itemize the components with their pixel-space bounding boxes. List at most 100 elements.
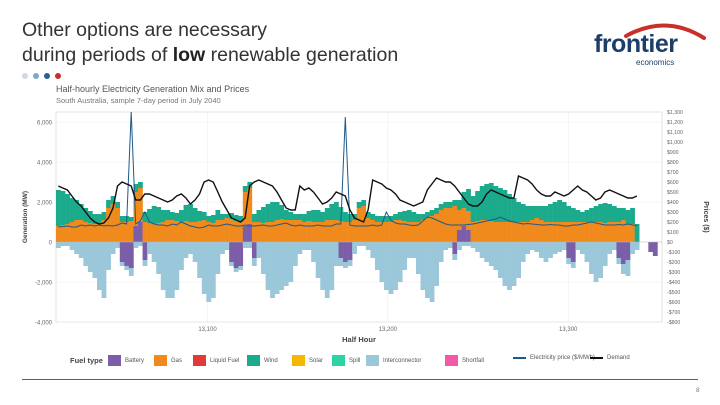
bar-interconnector [156,242,162,274]
bar-interconnector [343,262,348,268]
bar-interconnector [456,242,462,250]
bar-gas [534,218,540,242]
bar-battery [620,242,626,264]
bar-gas [87,223,93,242]
bar-wind [529,206,535,220]
legend-item: Gas [154,355,182,366]
y2-tick-label: $400 [667,200,679,206]
bar-wind [452,200,458,206]
bar-battery [251,242,257,258]
bar-wind [525,206,531,222]
bar-gas [110,204,116,242]
bar-gas [160,222,166,242]
bar-battery [570,242,576,262]
footer-rule [22,379,698,380]
bar-wind [397,212,403,220]
bar-interconnector [493,242,499,270]
y-tick-label: 6,000 [37,121,53,127]
bar-interconnector [616,258,622,264]
progress-dot [55,73,61,79]
bar-gas [475,221,480,242]
bar-battery [452,242,458,254]
bar-interconnector [511,242,517,286]
bar-wind [97,214,102,223]
bar-wind [593,206,599,222]
bar-interconnector [479,242,485,258]
bar-interconnector [288,242,294,282]
legend-label: Gas [171,357,183,364]
bar-gas [415,222,421,242]
legend-swatch [513,357,526,359]
x-tick-label: 13,300 [559,327,578,333]
bar-wind [183,205,189,221]
bar-wind [425,212,430,218]
bar-gas [311,222,316,242]
bar-wind [579,212,585,222]
legend-item: Battery [108,355,144,366]
y2-tick-label: -$200 [667,260,680,266]
bar-interconnector [461,242,467,246]
logo-swoosh-icon [624,23,706,40]
y2-tick-label: $800 [667,160,679,166]
bar-wind [60,191,66,225]
bar-gas [201,220,207,242]
bar-interconnector [78,242,84,258]
bar-gas [229,219,234,242]
bar-gas [598,222,604,242]
bar-gas [584,222,590,242]
bar-interconnector [411,242,417,258]
bar-wind [169,212,175,220]
bar-battery [566,242,572,258]
legend-label: Interconnector [383,357,422,364]
bar-wind [470,196,476,222]
bar-battery [347,242,353,260]
bar-gas [192,222,198,242]
bar-interconnector [69,242,75,250]
bar-interconnector [92,242,98,278]
bar-wind [589,208,594,222]
bar-interconnector [402,242,408,270]
bar-wind [311,210,316,222]
bar-battery [247,224,253,242]
y2-tick-label: $100 [667,230,679,236]
bar-interconnector [110,242,116,254]
bar-wind [215,210,221,220]
bar-interconnector [520,242,526,262]
bar-gas [119,222,125,242]
bar-gas [302,222,307,242]
bar-gas [548,222,553,242]
bar-interconnector [97,242,102,290]
bar-gas [151,224,157,242]
bar-wind [443,202,449,208]
bar-gas [333,220,339,242]
bar-wind [361,200,367,206]
progress-dot [33,73,39,79]
legend-item: Shortfall [445,355,484,366]
y-tick-label: -2,000 [35,281,53,287]
bar-gas [479,220,485,242]
bar-interconnector [106,242,111,270]
bar-interconnector [384,242,389,290]
bar-gas [206,222,212,242]
bar-wind [534,206,540,218]
bar-wind [106,200,111,208]
bar-gas [379,222,385,242]
bar-interconnector [333,242,339,266]
bar-interconnector [65,242,70,246]
legend-item: Liquid Fuel [193,355,239,366]
bar-interconnector [124,266,130,270]
bar-wind [320,212,326,222]
slide-title-line2-pre: during periods of [22,44,173,66]
y2-tick-label: $900 [667,150,679,156]
bar-gas [557,222,563,242]
bar-wind [274,202,280,220]
bar-gas [279,219,285,242]
bar-gas [174,221,180,242]
bar-gas [356,208,362,242]
y2-tick-label: $700 [667,170,679,176]
y2-tick-label: -$300 [667,270,680,276]
bar-gas [525,222,531,242]
bar-gas [393,220,398,242]
legend-swatch [292,355,305,366]
